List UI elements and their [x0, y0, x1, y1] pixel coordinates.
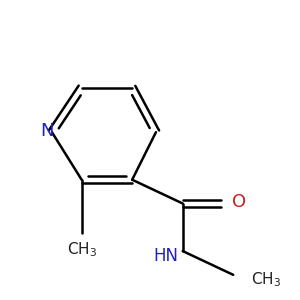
Text: O: O: [232, 193, 246, 211]
Text: N: N: [40, 122, 54, 140]
Text: CH$_3$: CH$_3$: [67, 240, 97, 259]
Text: CH$_3$: CH$_3$: [251, 270, 281, 289]
Text: HN: HN: [153, 247, 178, 265]
